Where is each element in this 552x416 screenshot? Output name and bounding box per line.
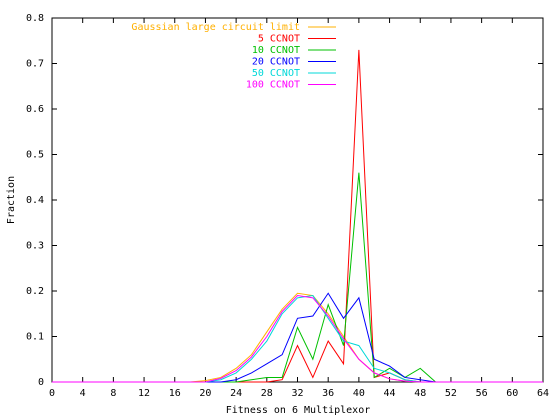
legend-label: 100 CCNOT	[246, 80, 300, 91]
x-tick-label: 24	[230, 388, 242, 399]
x-tick-label: 48	[414, 388, 426, 399]
y-axis-label: Fraction	[6, 176, 17, 224]
x-tick-label: 64	[537, 388, 549, 399]
y-tick-label: 0.3	[26, 241, 44, 252]
x-tick-label: 28	[261, 388, 273, 399]
legend-label: 20 CCNOT	[252, 57, 300, 68]
legend-label: 5 CCNOT	[258, 34, 300, 45]
x-tick-label: 16	[169, 388, 181, 399]
series-line	[52, 172, 543, 383]
x-tick-label: 60	[506, 388, 518, 399]
y-tick-label: 0.1	[26, 332, 44, 343]
y-tick-label: 0.5	[26, 150, 44, 161]
series-line	[52, 292, 543, 383]
x-tick-label: 36	[322, 388, 334, 399]
x-tick-label: 56	[476, 388, 488, 399]
series-line	[52, 292, 543, 383]
y-tick-label: 0	[38, 377, 44, 388]
series-line	[52, 295, 543, 383]
series-line	[52, 49, 543, 383]
x-tick-label: 4	[80, 388, 86, 399]
y-tick-label: 0.4	[26, 195, 44, 206]
x-tick-label: 32	[291, 388, 303, 399]
x-tick-label: 0	[49, 388, 55, 399]
legend-label: 10 CCNOT	[252, 45, 300, 56]
x-axis-label: Fitness on 6 Multiplexor	[226, 405, 371, 416]
y-tick-label: 0.2	[26, 286, 44, 297]
x-tick-label: 12	[138, 388, 150, 399]
x-tick-label: 44	[384, 388, 396, 399]
y-tick-label: 0.7	[26, 59, 44, 70]
x-tick-label: 20	[199, 388, 211, 399]
x-tick-label: 52	[445, 388, 457, 399]
y-tick-label: 0.6	[26, 104, 44, 115]
y-tick-label: 0.8	[26, 13, 44, 24]
x-tick-label: 8	[110, 388, 116, 399]
legend-label: Gaussian large circuit limit	[131, 22, 300, 33]
x-tick-label: 40	[353, 388, 365, 399]
legend-label: 50 CCNOT	[252, 68, 300, 79]
series-line	[52, 295, 543, 383]
